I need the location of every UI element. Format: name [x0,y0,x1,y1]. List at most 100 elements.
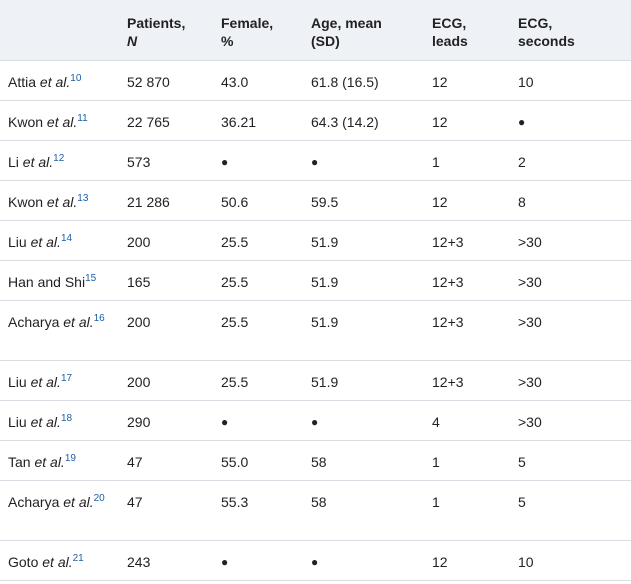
study-author: Li [8,153,19,170]
patients-cell: 52 870 [127,73,170,90]
age-cell: ● [311,414,319,429]
study-etal: et al. [63,313,94,330]
leads-cell: 1 [432,453,440,470]
seconds-cell: 10 [518,73,534,90]
study-author: Tan [8,453,31,470]
table-row: Tan et al.19 47 55.0 58 1 5 [0,440,631,480]
reference-link[interactable]: 12 [53,152,65,164]
study-cell: Goto et al.21 [0,540,119,580]
study-etal: et al. [22,153,54,170]
seconds-cell: >30 [518,313,542,330]
seconds-cell: 2 [518,153,526,170]
patients-cell: 200 [127,313,151,330]
seconds-cell: >30 [518,413,542,430]
age-cell: 51.9 [311,273,339,290]
seconds-cell: 5 [518,493,526,510]
reference-link[interactable]: 17 [60,372,73,384]
study-etal: et al. [46,113,78,130]
study-cell: Tan et al.19 [0,440,119,480]
age-cell: 64.3 (14.2) [311,113,379,130]
table-row: Goto et al.21 243 ● ● 12 10 [0,540,631,580]
patients-cell: 200 [127,233,151,250]
study-etal: et al. [46,193,78,210]
seconds-cell: >30 [518,233,542,250]
header-seconds-unit: seconds [518,33,575,49]
age-cell: 58 [311,493,327,510]
leads-cell: 12 [432,73,448,90]
reference-link[interactable]: 16 [93,312,105,324]
female-cell: 25.5 [221,313,249,330]
female-cell: ● [221,154,229,169]
table-row: Liu et al.18 290 ● ● 4 >30 [0,400,631,440]
study-author: Kwon [8,113,44,130]
study-author: Attia [8,73,37,90]
patients-cell: 21 286 [127,193,170,210]
patients-cell: 22 765 [127,113,170,130]
header-study [0,0,119,60]
seconds-cell: >30 [518,273,542,290]
reference-link[interactable]: 19 [64,452,76,464]
female-cell: ● [221,414,229,429]
age-cell: 61.8 (16.5) [311,73,379,90]
female-cell: 55.0 [221,453,249,470]
study-etal: et al. [30,373,61,390]
study-cell: Liu et al.14 [0,220,119,260]
seconds-cell: ● [518,114,526,129]
table-row: Liu et al.14 200 25.5 51.9 12+3 >30 [0,220,631,260]
study-author: Liu [8,233,27,250]
header-patients: Patients, N [127,15,186,49]
age-cell: ● [311,554,319,569]
study-cell: Li et al.12 [0,140,119,180]
reference-link[interactable]: 13 [77,192,89,204]
study-author: Han and Shi [8,273,86,290]
header-row: Patients, N Female,% Age, mean (SD) ECG, le… [0,0,631,60]
table-header: Patients, N Female,% Age, mean (SD) ECG, le… [0,0,631,60]
seconds-cell: >30 [518,373,542,390]
patients-cell: 200 [127,373,151,390]
reference-link[interactable]: 18 [60,412,73,424]
reference-link[interactable]: 20 [93,492,105,504]
female-cell: 25.5 [221,273,249,290]
seconds-cell: 5 [518,453,526,470]
study-author: Liu [8,413,27,430]
header-patients-unit: N [127,33,138,49]
leads-cell: 1 [432,153,440,170]
study-etal: et al. [30,413,61,430]
header-age-unit: (SD) [311,33,340,49]
female-cell: 50.6 [221,193,249,210]
female-cell: 43.0 [221,73,249,90]
reference-link[interactable]: 21 [72,552,84,564]
patients-cell: 243 [127,553,151,570]
age-cell: 51.9 [311,313,339,330]
study-cell: Kwon et al.13 [0,180,119,220]
reference-link[interactable]: 11 [77,112,88,124]
patients-cell: 165 [127,273,151,290]
age-cell: 51.9 [311,373,339,390]
table-row: Kwon et al.13 21 286 50.6 59.5 12 8 [0,180,631,220]
study-etal: et al. [63,493,94,510]
leads-cell: 12+3 [432,233,464,250]
study-cell: Liu et al.17 [0,360,119,400]
female-cell: 36.21 [221,113,257,130]
leads-cell: 12 [432,113,448,130]
study-cell: Acharya et al.16 [0,300,119,360]
study-cell: Liu et al.18 [0,400,119,440]
reference-link[interactable]: 10 [70,72,82,84]
table-row: Acharya et al.20 47 55.3 58 1 5 [0,480,631,540]
leads-cell: 12 [432,553,448,570]
age-cell: 58 [311,453,327,470]
patients-cell: 290 [127,413,151,430]
female-cell: ● [221,554,229,569]
reference-link[interactable]: 15 [85,272,97,284]
leads-cell: 1 [432,493,440,510]
reference-link[interactable]: 14 [60,232,73,244]
study-cell: Kwon et al.11 [0,100,119,140]
patients-cell: 47 [127,493,143,510]
study-cell: Han and Shi15 [0,260,119,300]
table-row: Liu et al.17 200 25.5 51.9 12+3 >30 [0,360,631,400]
study-author: Acharya [8,313,60,330]
table-row: Kwon et al.11 22 765 36.21 64.3 (14.2) 12 ● [0,100,631,140]
study-author: Acharya [8,493,60,510]
study-author: Kwon [8,193,44,210]
